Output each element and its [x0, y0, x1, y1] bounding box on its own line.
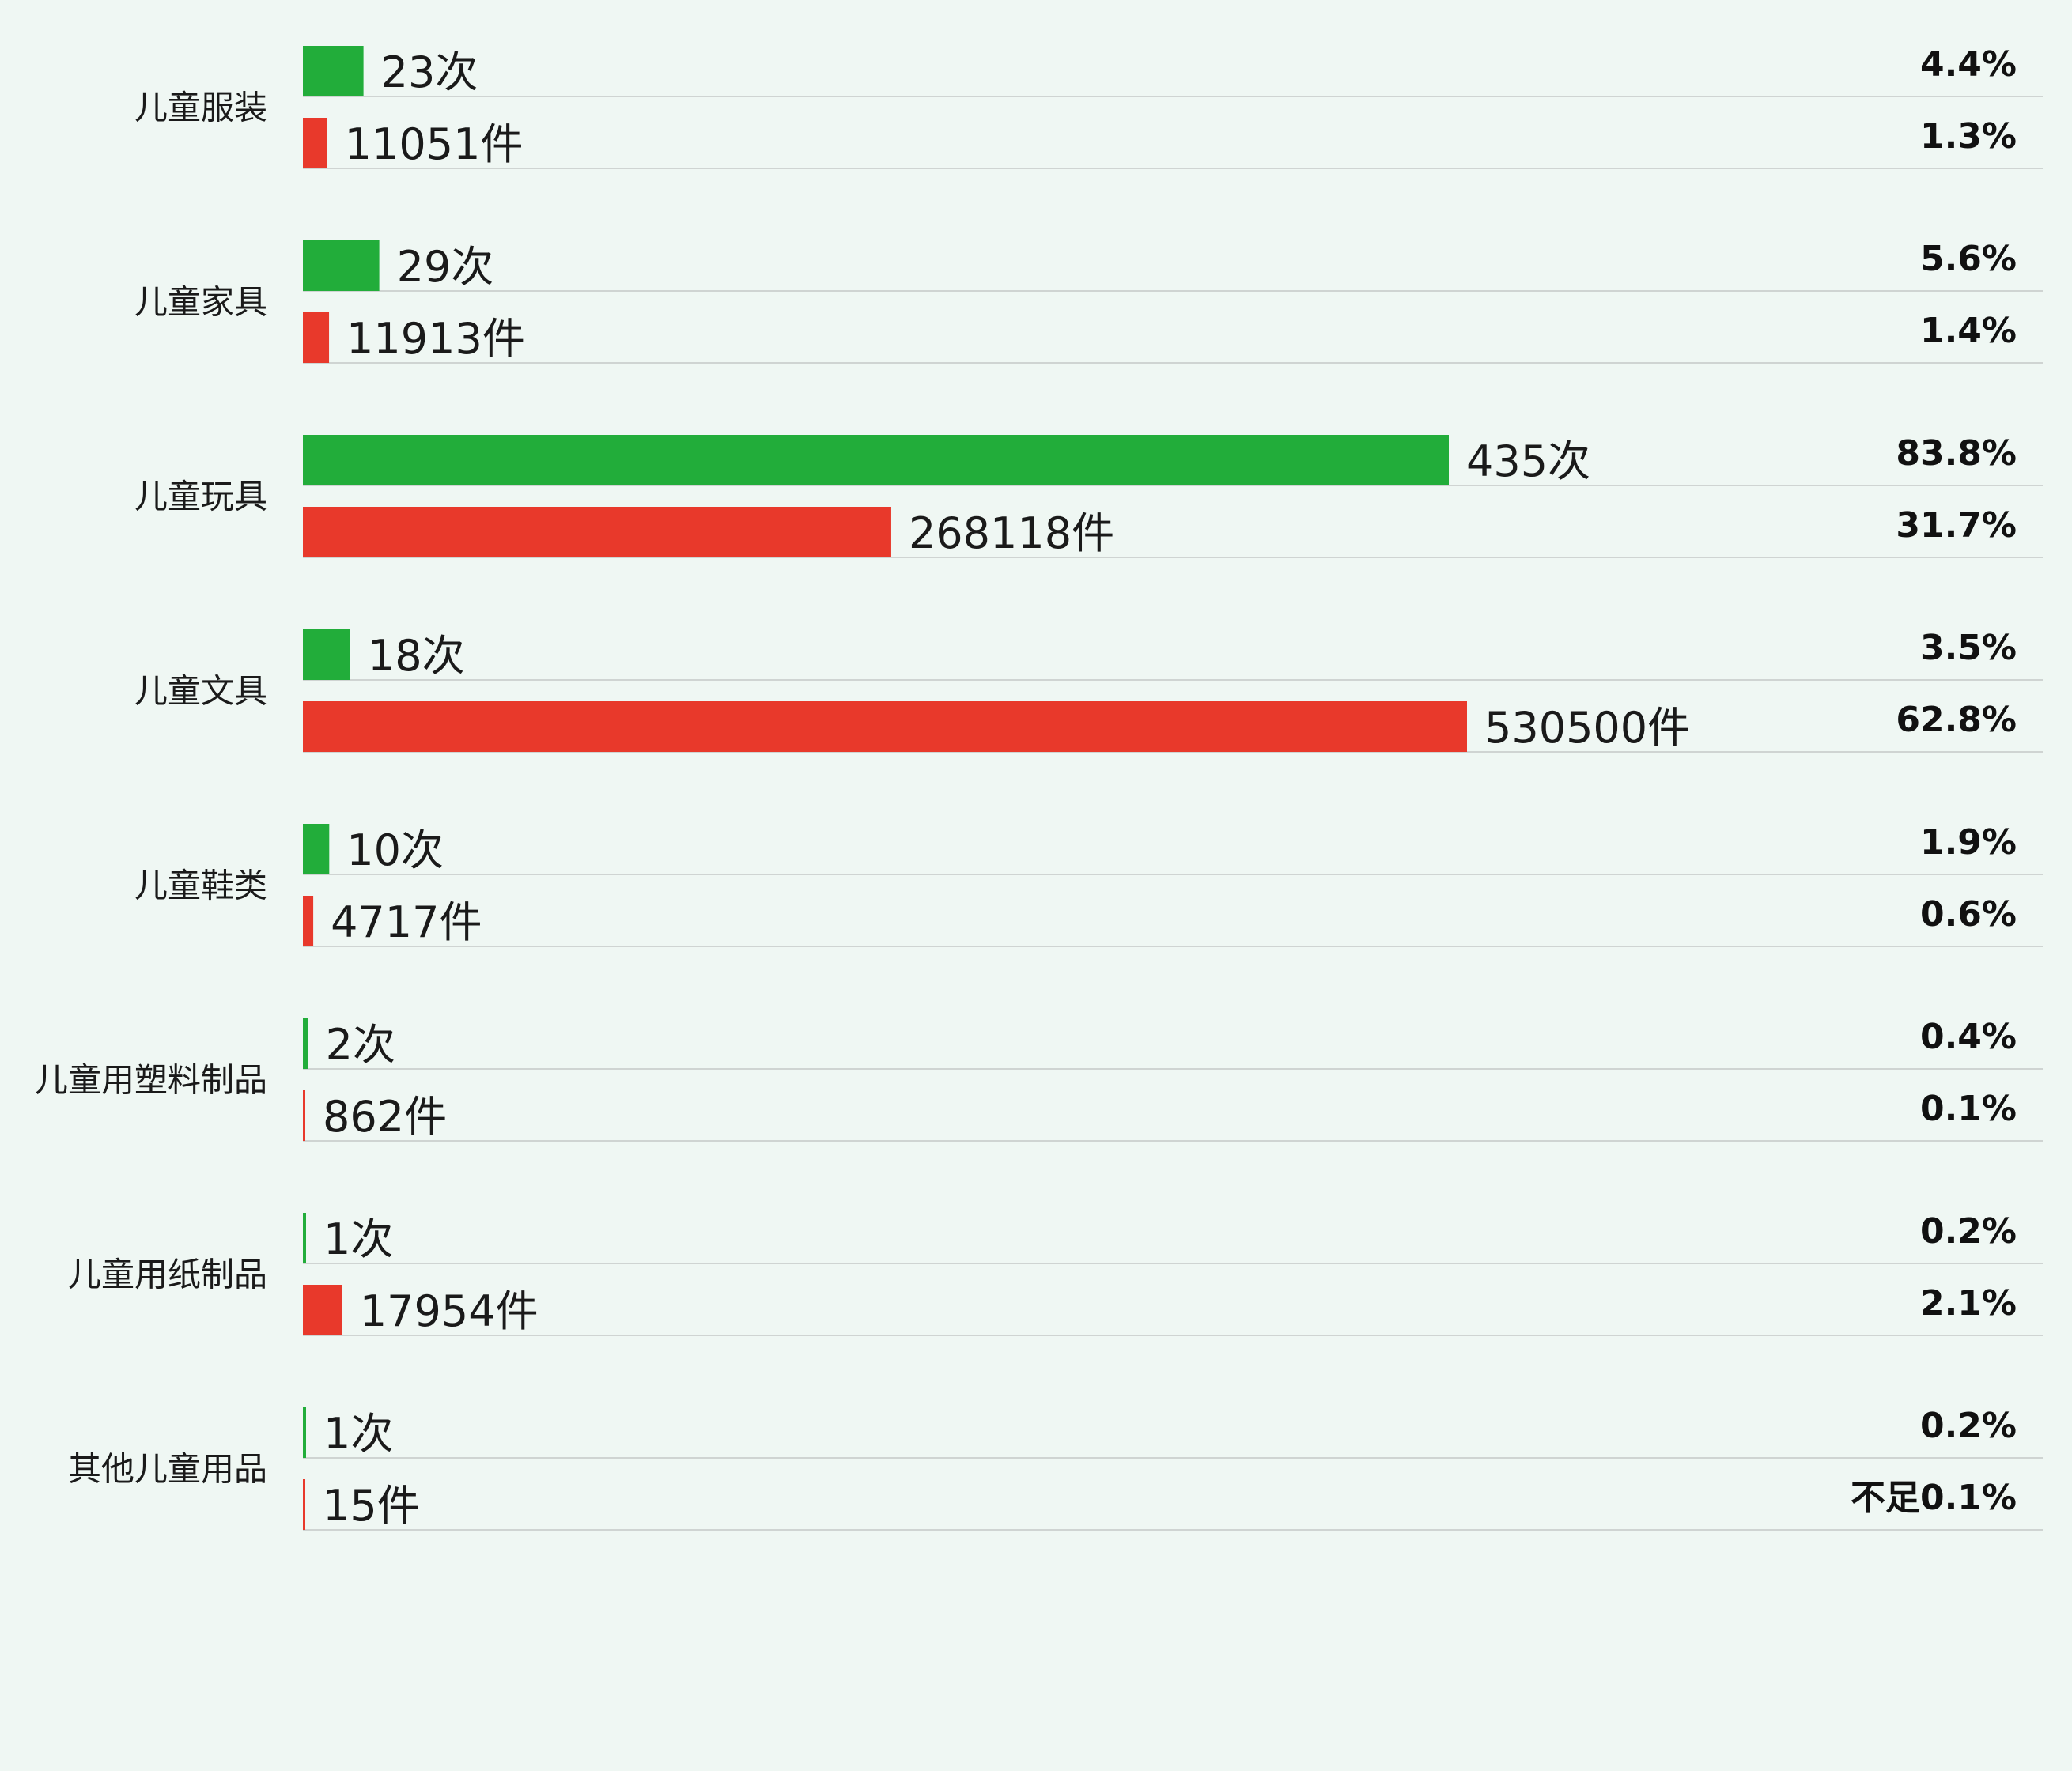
pieces-value-label: 268118件 [909, 508, 1114, 558]
pieces-percent-label: 31.7% [1896, 505, 2017, 546]
batches-percent-label: 4.4% [1920, 44, 2017, 85]
pieces-value-label: 862件 [323, 1092, 447, 1142]
category-label: 儿童玩具 [134, 478, 267, 516]
batches-bar [303, 629, 350, 680]
pieces-value-label: 11051件 [345, 119, 524, 169]
pieces-value-label: 15件 [323, 1481, 420, 1531]
batches-percent-label: 1.9% [1920, 822, 2017, 863]
pieces-value-label: 17954件 [360, 1286, 539, 1336]
pieces-percent-label: 1.3% [1920, 116, 2017, 157]
batches-percent-label: 3.5% [1920, 628, 2017, 668]
pieces-bar [303, 312, 330, 363]
batches-percent-label: 83.8% [1896, 433, 2017, 474]
pieces-percent-label: 0.6% [1920, 894, 2017, 935]
category-label: 儿童用塑料制品 [35, 1061, 267, 1100]
batches-value-label: 2次 [326, 1020, 395, 1070]
pieces-bar [303, 118, 327, 168]
pieces-value-label: 11913件 [346, 314, 525, 364]
batches-value-label: 1次 [323, 1214, 393, 1264]
category-label: 其他儿童用品 [68, 1450, 267, 1489]
batches-bar [303, 824, 330, 874]
pieces-percent-label: 0.1% [1920, 1089, 2017, 1129]
batches-bar [303, 1213, 306, 1263]
category-label: 儿童家具 [134, 283, 267, 322]
batches-value-label: 435次 [1466, 436, 1590, 486]
pieces-value-label: 530500件 [1484, 703, 1690, 753]
batches-bar [303, 240, 380, 291]
batches-value-label: 18次 [368, 631, 465, 681]
pieces-bar [303, 701, 1467, 752]
pieces-bar [303, 1479, 305, 1530]
batches-bar [303, 1018, 308, 1069]
batches-percent-label: 0.4% [1920, 1017, 2017, 1057]
batches-value-label: 10次 [346, 825, 444, 875]
batches-bar [303, 435, 1449, 485]
batches-value-label: 29次 [397, 242, 494, 292]
category-label: 儿童鞋类 [134, 867, 267, 905]
batches-bar [303, 1407, 306, 1458]
pieces-percent-label: 不足0.1% [1851, 1478, 2017, 1518]
batches-percent-label: 0.2% [1920, 1406, 2017, 1446]
category-label: 儿童用纸制品 [68, 1256, 267, 1294]
batches-value-label: 23次 [381, 47, 478, 97]
batches-value-label: 1次 [323, 1409, 393, 1459]
pieces-bar [303, 507, 891, 557]
batches-bar [303, 46, 364, 96]
pieces-bar [303, 1090, 305, 1141]
pieces-bar [303, 1285, 342, 1335]
category-label: 儿童文具 [134, 672, 267, 711]
pieces-value-label: 4717件 [331, 897, 482, 947]
category-label: 儿童服装 [134, 89, 267, 127]
pieces-percent-label: 62.8% [1896, 700, 2017, 740]
batches-percent-label: 5.6% [1920, 239, 2017, 279]
batches-percent-label: 0.2% [1920, 1211, 2017, 1252]
pieces-percent-label: 1.4% [1920, 311, 2017, 351]
pieces-percent-label: 2.1% [1920, 1283, 2017, 1324]
pieces-bar [303, 896, 314, 946]
